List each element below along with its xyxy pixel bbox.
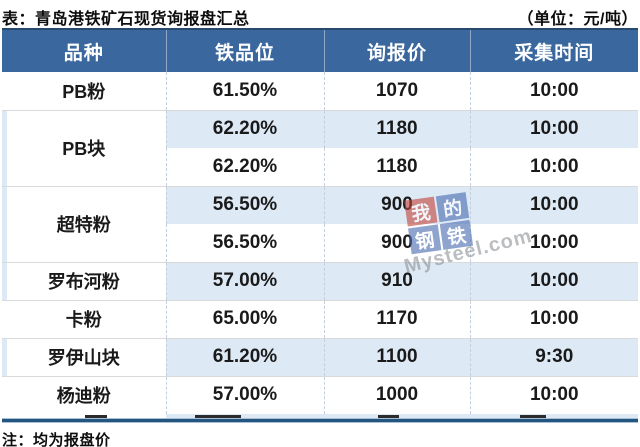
table-row: PB块 62.20% 1180 10:00 <box>2 109 638 186</box>
grade-cell: 56.50% <box>165 185 324 224</box>
variety-cell: 卡粉 <box>2 299 166 338</box>
header-cell-price: 询报价 <box>323 29 470 72</box>
clipped-text-fragment <box>85 415 107 418</box>
page-title: 表：青岛港铁矿石现货询报盘汇总 <box>2 11 250 28</box>
variety-cell: 超特粉 <box>2 185 166 262</box>
table-row: 卡粉 65.00% 1170 10:00 <box>2 299 638 338</box>
table-row: 杨迪粉 57.00% 1000 10:00 <box>2 375 638 414</box>
time-cell: 9:30 <box>469 337 638 376</box>
table-body: PB粉 61.50% 1070 10:00 PB块 62.20% 1180 10:00 62.2… <box>2 72 638 414</box>
footnote: 注：均为报盘价 <box>2 432 111 447</box>
variety-cell: PB粉 <box>2 72 166 110</box>
clipped-text-fragment <box>195 415 241 418</box>
header-cell-time: 采集时间 <box>469 29 638 72</box>
table-row: 罗伊山块 61.20% 1100 9:30 <box>2 337 638 376</box>
grade-cell: 62.20% <box>165 148 324 186</box>
price-cell: 1180 <box>323 109 470 148</box>
table-row: 罗布河粉 57.00% 910 10:00 <box>2 261 638 300</box>
price-cell: 1170 <box>323 299 470 338</box>
grade-cell: 62.20% <box>165 109 324 148</box>
table-row: 62.20% 1180 10:00 <box>2 148 638 186</box>
grade-cell: 65.00% <box>165 299 324 338</box>
time-cell: 10:00 <box>469 109 638 148</box>
variety-cell: 罗伊山块 <box>2 337 166 376</box>
clipped-row-remnant <box>2 414 638 418</box>
time-cell: 10:00 <box>469 261 638 300</box>
price-cell: 900 <box>323 224 470 262</box>
grade-cell: 61.20% <box>165 337 324 376</box>
title-bar: 表：青岛港铁矿石现货询报盘汇总 （单位：元/吨） <box>0 0 640 28</box>
table-bottom-border <box>2 418 638 423</box>
header-cell-variety: 品种 <box>2 29 166 72</box>
price-cell: 1100 <box>323 337 470 376</box>
variety-cell: PB块 <box>2 109 166 186</box>
variety-cell: 杨迪粉 <box>2 375 166 414</box>
variety-cell: 罗布河粉 <box>2 261 166 300</box>
unit-label: （单位：元/吨） <box>517 11 638 28</box>
time-cell: 10:00 <box>469 224 638 262</box>
grade-cell: 57.00% <box>165 375 324 414</box>
table-row: 超特粉 56.50% 900 10:00 <box>2 185 638 262</box>
table-header: 品种 铁品位 询报价 采集时间 <box>2 29 638 72</box>
table-row: PB粉 61.50% 1070 10:00 <box>2 72 638 110</box>
header-row: 品种 铁品位 询报价 采集时间 <box>2 29 638 72</box>
grade-cell: 56.50% <box>165 224 324 262</box>
time-cell: 10:00 <box>469 299 638 338</box>
time-cell: 10:00 <box>469 72 638 110</box>
price-cell: 1180 <box>323 148 470 186</box>
price-cell: 910 <box>323 261 470 300</box>
price-cell: 1070 <box>323 72 470 110</box>
grade-cell: 61.50% <box>165 72 324 110</box>
clipped-text-fragment <box>378 415 399 418</box>
time-cell: 10:00 <box>469 148 638 186</box>
time-cell: 10:00 <box>469 375 638 414</box>
clipped-text-fragment <box>520 415 546 418</box>
price-cell: 1000 <box>323 375 470 414</box>
price-cell: 900 <box>323 185 470 224</box>
quote-table: 品种 铁品位 询报价 采集时间 PB粉 61.50% 1070 10:00 PB块 62.… <box>2 28 638 414</box>
grade-cell: 57.00% <box>165 261 324 300</box>
header-cell-grade: 铁品位 <box>165 29 324 72</box>
time-cell: 10:00 <box>469 185 638 224</box>
